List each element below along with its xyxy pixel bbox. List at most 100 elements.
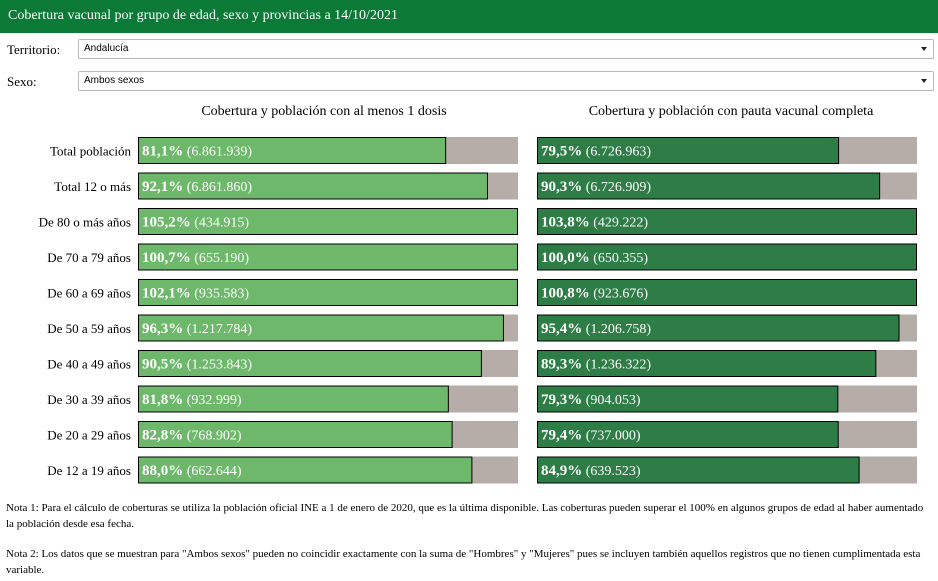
population-label: (6.861.860) — [183, 180, 252, 195]
category-label: De 50 a 59 años — [47, 321, 131, 336]
category-label: De 30 a 39 años — [47, 392, 131, 407]
category-label: Total población — [50, 144, 132, 159]
percent-label: 100,7% — [142, 250, 191, 266]
population-label: (1.236.322) — [582, 358, 651, 373]
territorio-value: Andalucía — [84, 43, 129, 54]
percent-label: 84,9% — [541, 463, 582, 479]
data-label: 81,8% (932.999) — [142, 392, 242, 408]
category-label: De 20 a 29 años — [47, 428, 131, 443]
bar — [138, 279, 518, 306]
category-label: De 60 a 69 años — [47, 286, 131, 301]
data-label: 103,8% (429.222) — [541, 215, 648, 231]
category-label: De 70 a 79 años — [47, 250, 131, 265]
bar — [537, 279, 917, 306]
bar — [537, 314, 900, 342]
population-label: (434.915) — [191, 216, 250, 231]
population-label: (6.726.909) — [582, 180, 651, 195]
percent-label: 82,8% — [142, 428, 183, 444]
population-label: (935.583) — [191, 287, 250, 302]
percent-label: 102,1% — [142, 286, 191, 302]
data-label: 95,4% (1.206.758) — [541, 321, 651, 337]
percent-label: 90,5% — [142, 357, 183, 373]
sexo-select[interactable]: Ambos sexos — [78, 71, 934, 91]
category-label: De 12 a 19 años — [47, 463, 131, 478]
category-label: De 40 a 49 años — [47, 357, 131, 372]
bar — [138, 350, 482, 377]
percent-label: 96,3% — [142, 321, 183, 337]
data-label: 100,7% (655.190) — [142, 250, 249, 266]
data-label: 79,5% (6.726.963) — [541, 144, 651, 160]
data-label: 81,1% (6.861.939) — [142, 144, 252, 160]
population-label: (429.222) — [590, 216, 649, 231]
data-label: 90,3% (6.726.909) — [541, 179, 651, 195]
data-label: 105,2% (434.915) — [142, 215, 249, 231]
percent-label: 79,5% — [541, 144, 582, 160]
bar — [138, 137, 447, 164]
population-label: (923.676) — [590, 287, 649, 302]
bar — [537, 421, 839, 448]
coverage-chart: Total población Total 12 o más De 80 o más… — [39, 137, 917, 484]
percent-label: 105,2% — [142, 215, 191, 231]
bar — [138, 243, 518, 271]
bar — [537, 208, 917, 235]
population-label: (639.523) — [582, 464, 641, 479]
data-label: 88,0% (662.644) — [142, 463, 242, 479]
chart-title-complete: Cobertura y población con pauta vacunal … — [588, 104, 874, 119]
population-label: (6.726.963) — [582, 145, 651, 160]
population-label: (1.206.758) — [582, 322, 651, 337]
percent-label: 79,4% — [541, 428, 582, 444]
percent-label: 79,3% — [541, 392, 582, 408]
category-label: Total 12 o más — [54, 179, 131, 194]
bar — [138, 456, 473, 484]
percent-label: 100,8% — [541, 286, 590, 302]
bar — [138, 421, 453, 448]
category-label: De 80 o más años — [39, 215, 131, 230]
population-label: (1.217.784) — [183, 322, 252, 337]
bar — [138, 314, 504, 342]
chevron-down-icon — [921, 47, 927, 51]
data-label: 79,4% (737.000) — [541, 428, 641, 444]
percent-label: 81,1% — [142, 144, 183, 160]
data-label: 92,1% (6.861.860) — [142, 179, 252, 195]
data-label: 100,8% (923.676) — [541, 286, 648, 302]
percent-label: 81,8% — [142, 392, 183, 408]
data-label: 84,9% (639.523) — [541, 463, 641, 479]
percent-label: 89,3% — [541, 357, 582, 373]
population-label: (650.355) — [590, 251, 649, 266]
bar — [537, 243, 917, 271]
data-label: 82,8% (768.902) — [142, 428, 242, 444]
data-label: 100,0% (650.355) — [541, 250, 648, 266]
population-label: (737.000) — [582, 429, 641, 444]
population-label: (932.999) — [183, 393, 242, 408]
percent-label: 92,1% — [142, 179, 183, 195]
sexo-value: Ambos sexos — [84, 75, 145, 86]
data-label: 96,3% (1.217.784) — [142, 321, 252, 337]
percent-label: 90,3% — [541, 179, 582, 195]
population-label: (768.902) — [183, 429, 242, 444]
data-label: 79,3% (904.053) — [541, 392, 641, 408]
percent-label: 103,8% — [541, 215, 590, 231]
percent-label: 88,0% — [142, 463, 183, 479]
bar — [138, 172, 488, 200]
population-label: (1.253.843) — [183, 358, 252, 373]
chart-title-dose1: Cobertura y población con al menos 1 dos… — [201, 104, 447, 119]
percent-label: 95,4% — [541, 321, 582, 337]
note-2: Nota 2: Los datos que se muestran para "… — [6, 548, 921, 576]
data-label: 89,3% (1.236.322) — [541, 357, 651, 373]
population-label: (655.190) — [191, 251, 250, 266]
population-label: (6.861.939) — [183, 145, 252, 160]
chevron-down-icon — [921, 79, 927, 83]
data-label: 102,1% (935.583) — [142, 286, 249, 302]
sexo-label: Sexo: — [7, 74, 37, 89]
territorio-label: Territorio: — [7, 42, 61, 57]
data-label: 90,5% (1.253.843) — [142, 357, 252, 373]
bar — [537, 172, 881, 200]
territorio-select[interactable]: Andalucía — [78, 39, 934, 59]
population-label: (904.053) — [582, 393, 641, 408]
page-title: Cobertura vacunal por grupo de edad, sex… — [0, 0, 938, 33]
bar — [537, 350, 877, 377]
bar — [138, 385, 449, 413]
bar — [537, 385, 839, 413]
bar — [138, 208, 518, 235]
percent-label: 100,0% — [541, 250, 590, 266]
